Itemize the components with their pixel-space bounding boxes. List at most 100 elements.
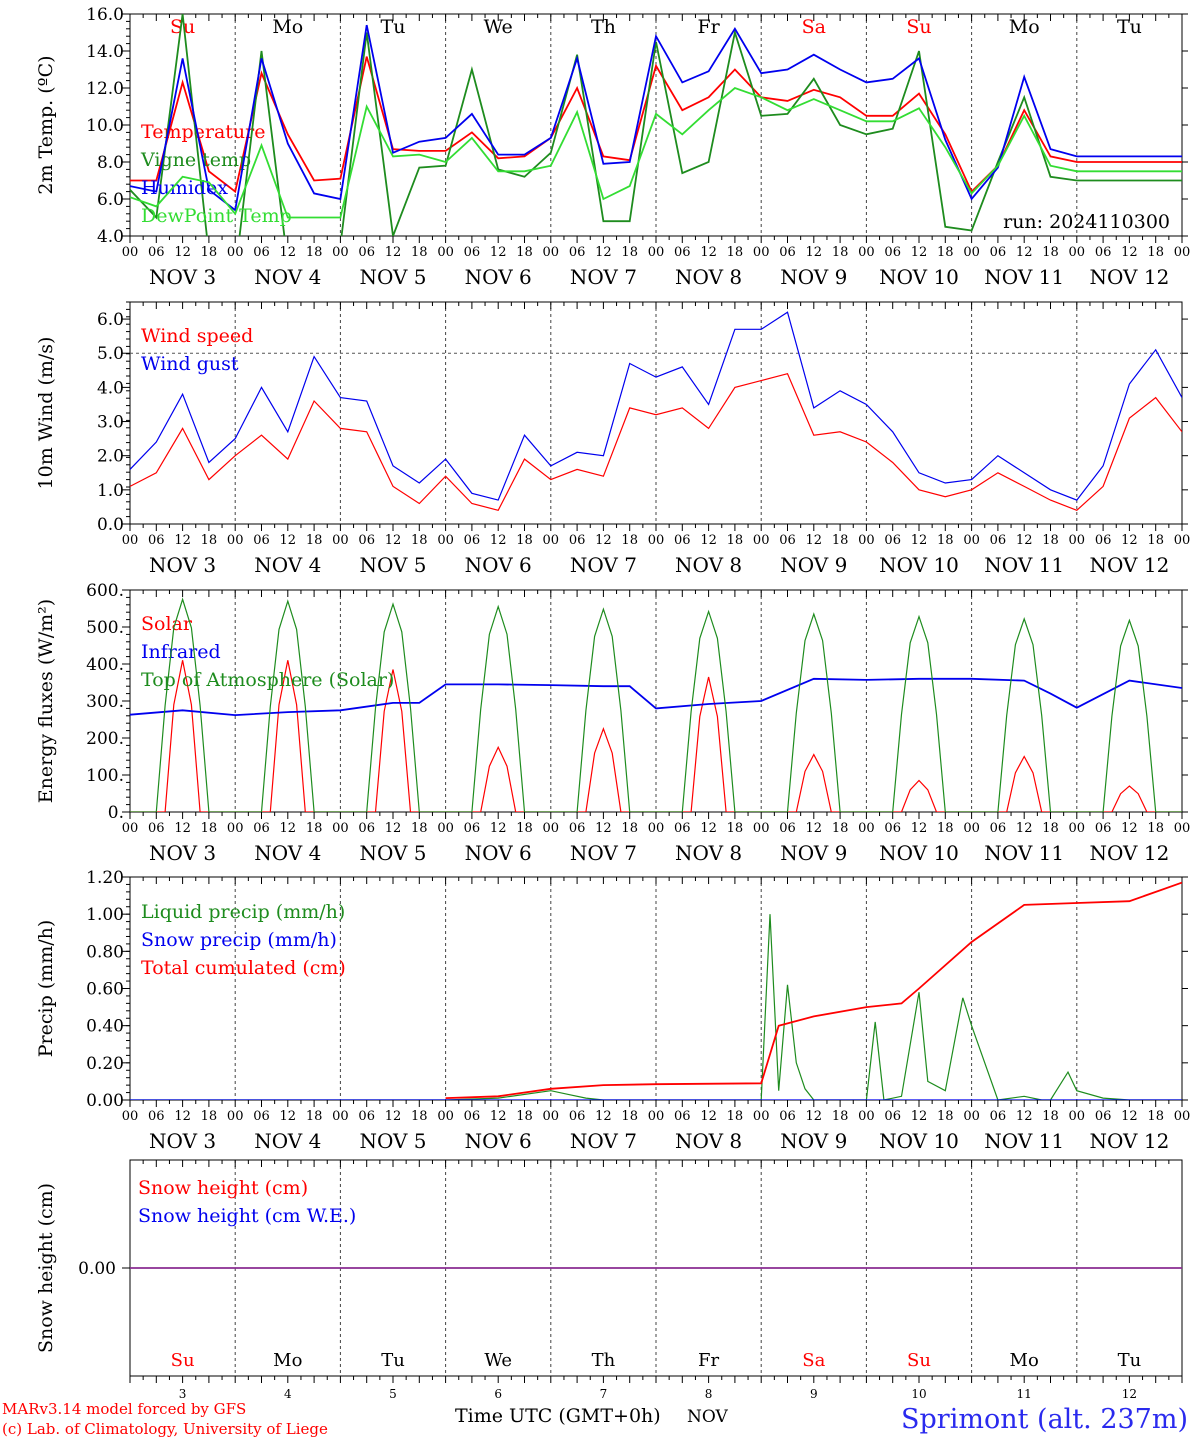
hour-label: 18	[621, 1109, 638, 1124]
hour-label: 18	[516, 1109, 533, 1124]
weekday-label: We	[484, 1350, 512, 1371]
y-tick-label: 10.0	[86, 116, 124, 136]
weekday-label: Mo	[273, 1350, 302, 1371]
hour-label: 12	[1016, 1109, 1033, 1124]
hour-label: 12	[280, 1109, 297, 1124]
hour-label: 06	[253, 533, 270, 548]
hour-label: 00	[122, 821, 139, 836]
hour-label: 18	[1147, 533, 1164, 548]
hour-label: 00	[1069, 1109, 1086, 1124]
x-axis-label: Time UTC (GMT+0h)	[455, 1405, 661, 1427]
hour-label: 00	[543, 1109, 560, 1124]
hour-label: 06	[148, 1109, 165, 1124]
legend-entry: Humidex	[141, 177, 228, 199]
x-axis-month: NOV	[687, 1407, 729, 1427]
legend-entry: Solar	[141, 613, 193, 635]
hour-label: 18	[1042, 245, 1059, 260]
day-number: 11	[1017, 1387, 1032, 1401]
date-label: NOV 5	[359, 841, 426, 865]
series-line	[445, 881, 1182, 1099]
y-tick-label: 0.	[108, 803, 124, 823]
hour-label: 06	[779, 821, 796, 836]
hour-label: 12	[280, 533, 297, 548]
hour-label: 06	[148, 533, 165, 548]
legend-entry: DewPoint Temp	[141, 205, 292, 227]
date-label: NOV 11	[984, 553, 1064, 577]
hour-label: 00	[543, 533, 560, 548]
hour-label: 18	[1147, 821, 1164, 836]
hour-label: 18	[516, 245, 533, 260]
hour-label: 18	[306, 1109, 323, 1124]
hour-label: 06	[358, 821, 375, 836]
weekday-label: Mo	[1010, 1350, 1039, 1371]
hour-label: 18	[727, 821, 744, 836]
hour-label: 06	[358, 1109, 375, 1124]
date-label: NOV 11	[984, 841, 1064, 865]
y-tick-label: 0.60	[86, 980, 124, 1000]
hour-label: 06	[674, 821, 691, 836]
y-tick-label: 14.0	[86, 42, 124, 62]
y-tick-label: 0.80	[86, 942, 124, 962]
hour-label: 00	[858, 245, 875, 260]
hour-label: 18	[201, 533, 218, 548]
series-line	[130, 311, 1182, 501]
panel-precip: 0.00 0.20 0.40 0.60 0.80 1.00 1.20 Precip (mm/h…	[35, 868, 1190, 1153]
hour-label: 00	[543, 245, 560, 260]
legend-entry: Temperature	[141, 121, 265, 143]
day-number: 4	[284, 1387, 292, 1401]
series-line	[130, 677, 1182, 717]
hour-label: 18	[516, 821, 533, 836]
panel-wind: 0.0 1.0 2.0 3.0 4.0 5.0 6.0 10m Wind (m/s) 00 06 1…	[35, 301, 1190, 577]
hour-label: 12	[490, 821, 507, 836]
hour-label: 18	[1042, 821, 1059, 836]
date-label: NOV 3	[149, 265, 216, 289]
hour-label: 18	[1042, 1109, 1059, 1124]
hour-label: 06	[990, 1109, 1007, 1124]
hour-label: 00	[963, 245, 980, 260]
hour-label: 06	[884, 533, 901, 548]
day-number: 7	[600, 1387, 608, 1401]
hour-label: 18	[516, 533, 533, 548]
date-label: NOV 9	[780, 1129, 847, 1153]
station-title: Sprimont (alt. 237m)	[901, 1404, 1188, 1435]
weekday-label: Tu	[1117, 16, 1142, 38]
hour-label: 18	[201, 245, 218, 260]
hour-label: 00	[227, 533, 244, 548]
hour-label: 18	[1147, 245, 1164, 260]
hour-label: 00	[437, 245, 454, 260]
hour-label: 12	[385, 821, 402, 836]
weekday-label: We	[484, 16, 513, 38]
hour-label: 12	[385, 245, 402, 260]
hour-label: 06	[779, 533, 796, 548]
date-label: NOV 5	[359, 553, 426, 577]
hour-label: 12	[700, 1109, 717, 1124]
date-label: NOV 8	[675, 1129, 742, 1153]
hour-label: 06	[779, 245, 796, 260]
legend-entry: Infrared	[141, 641, 221, 663]
y-tick-label: 0.0	[97, 515, 124, 535]
run-label: run: 2024110300	[1003, 211, 1170, 233]
hour-label: 12	[174, 533, 191, 548]
hour-label: 00	[963, 821, 980, 836]
day-number: 6	[494, 1387, 502, 1401]
hour-label: 00	[227, 1109, 244, 1124]
hour-label: 12	[806, 1109, 823, 1124]
series-line	[130, 597, 1182, 812]
weekday-label: Su	[906, 16, 931, 38]
hour-label: 06	[990, 533, 1007, 548]
date-label: NOV 10	[879, 1129, 959, 1153]
hour-label: 00	[543, 821, 560, 836]
y-tick-label: 200.	[86, 729, 124, 749]
y-axis-label: 2m Temp. (ºC)	[35, 55, 57, 194]
date-label: NOV 3	[149, 553, 216, 577]
hour-label: 12	[1121, 1109, 1138, 1124]
hour-label: 00	[753, 533, 770, 548]
hour-label: 12	[806, 821, 823, 836]
hour-label: 00	[122, 533, 139, 548]
date-label: NOV 8	[675, 265, 742, 289]
date-label: NOV 6	[465, 1129, 532, 1153]
hour-label: 06	[148, 821, 165, 836]
hour-label: 00	[1069, 245, 1086, 260]
date-label: NOV 4	[254, 553, 321, 577]
y-tick-label: 2.0	[97, 447, 124, 467]
